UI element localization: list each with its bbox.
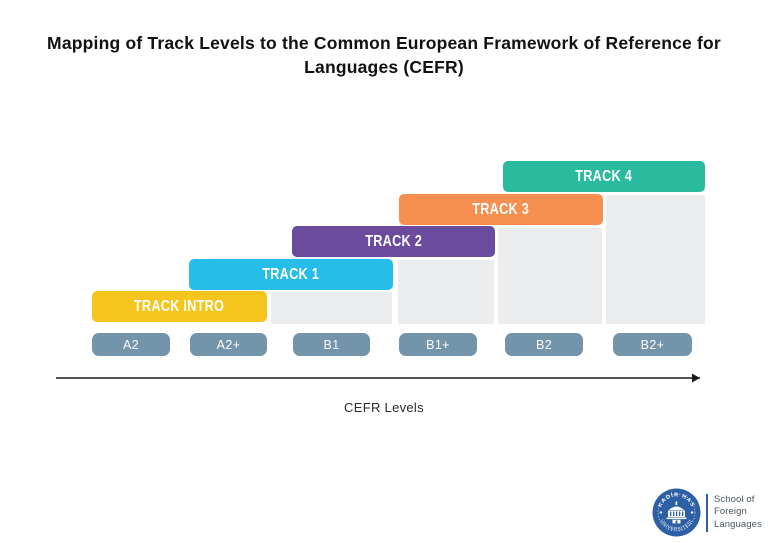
cefr-pill-a2: A2 <box>92 333 170 356</box>
step-column <box>398 260 494 324</box>
step-column <box>271 292 392 324</box>
logo-org-line: Foreign <box>714 506 747 518</box>
cefr-pill-b1: B1 <box>293 333 370 356</box>
cefr-pill-b2plus: B2+ <box>613 333 692 356</box>
track-bar-label: TRACK 2 <box>365 232 422 250</box>
track-bar-label: TRACK INTRO <box>134 297 225 315</box>
cefr-track-chart: TRACK INTRO TRACK 1 TRACK 2 TRACK 3 TRAC… <box>56 161 705 415</box>
track-bar-1: TRACK 1 <box>189 259 393 290</box>
step-column <box>606 195 705 324</box>
cefr-pill-b1plus: B1+ <box>399 333 477 356</box>
track-bar-label: TRACK 3 <box>472 200 530 218</box>
logo-org-name: School of Foreign Languages <box>714 494 762 532</box>
track-bar-4: TRACK 4 <box>503 161 705 192</box>
logo: KADİR HAS ÜNİVERSİTESİ <box>652 488 762 537</box>
step-column <box>498 228 602 324</box>
track-bar-label: TRACK 1 <box>262 265 320 283</box>
logo-divider <box>706 493 708 532</box>
seal-building-icon <box>666 501 687 524</box>
x-axis-arrow-icon <box>56 373 700 383</box>
title-line-2: Languages (CEFR) <box>304 57 464 77</box>
logo-org-line: Languages <box>714 518 762 530</box>
track-bar-3: TRACK 3 <box>399 194 603 225</box>
cefr-pill-b2: B2 <box>505 333 583 356</box>
page-title: Mapping of Track Levels to the Common Eu… <box>0 31 768 79</box>
track-bar-intro: TRACK INTRO <box>92 291 267 322</box>
cefr-pill-a2plus: A2+ <box>190 333 267 356</box>
x-axis-label: CEFR Levels <box>344 400 424 415</box>
track-bar-label: TRACK 4 <box>575 167 633 185</box>
logo-org-line: School of <box>714 493 755 505</box>
track-bar-2: TRACK 2 <box>292 226 495 257</box>
university-seal-icon: KADİR HAS ÜNİVERSİTESİ <box>652 488 701 537</box>
title-line-1: Mapping of Track Levels to the Common Eu… <box>47 33 721 53</box>
